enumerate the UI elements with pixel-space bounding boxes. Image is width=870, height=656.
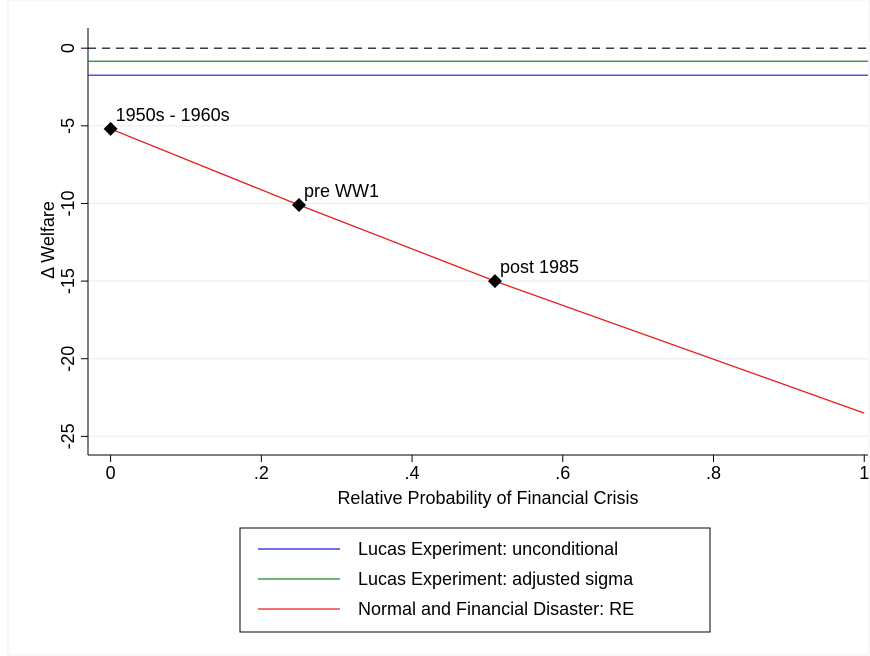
point-label: 1950s - 1960s [116,105,230,125]
legend [239,527,711,633]
line [110,128,865,414]
x-tick-label: .2 [254,463,269,483]
x-tick-label: .6 [555,463,570,483]
legend-label: Lucas Experiment: adjusted sigma [358,569,634,589]
point-label: post 1985 [500,257,579,277]
point-label: pre WW1 [304,181,379,201]
y-tick-label: -15 [58,268,78,294]
x-axis-label: Relative Probability of Financial Crisis [337,488,638,508]
y-tick-label: -5 [58,118,78,134]
point [292,198,307,213]
legend-label: Normal and Financial Disaster: RE [358,599,634,619]
y-tick-label: 0 [58,43,78,53]
y-axis-label: Δ Welfare [38,201,58,279]
y-tick-label: -25 [58,423,78,449]
point [487,274,502,289]
y-tick-label: -20 [58,346,78,372]
x-tick-label: .4 [405,463,420,483]
y-tick-label: -10 [58,190,78,216]
x-tick-label: 1 [859,463,869,483]
point [103,121,118,136]
legend-label: Lucas Experiment: unconditional [358,539,618,559]
x-tick-label: 0 [106,463,116,483]
x-tick-label: .8 [706,463,721,483]
